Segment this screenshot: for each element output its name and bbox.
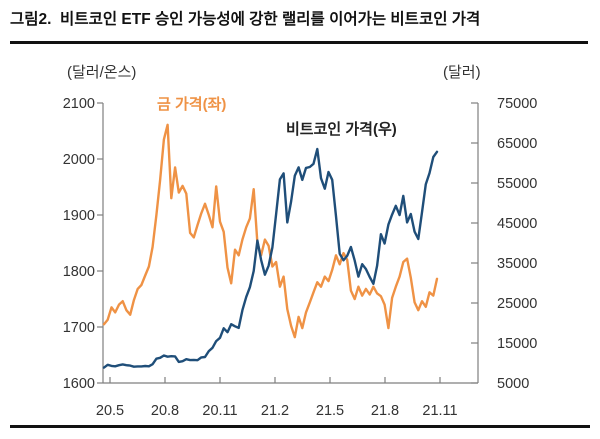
svg-text:75000: 75000 <box>497 96 537 112</box>
svg-text:20.8: 20.8 <box>151 403 179 419</box>
svg-text:45000: 45000 <box>497 216 537 232</box>
svg-text:2000: 2000 <box>63 152 95 168</box>
svg-text:1900: 1900 <box>63 208 95 224</box>
svg-text:35000: 35000 <box>497 256 537 272</box>
left-axis-unit-label: (달러/온스) <box>67 64 137 81</box>
svg-text:21.8: 21.8 <box>371 403 399 419</box>
svg-text:20.11: 20.11 <box>202 403 237 419</box>
svg-text:5000: 5000 <box>497 376 529 392</box>
svg-text:1600: 1600 <box>63 376 95 392</box>
title-divider <box>10 41 588 44</box>
svg-text:1800: 1800 <box>63 264 95 280</box>
svg-text:1700: 1700 <box>63 320 95 336</box>
svg-text:21.5: 21.5 <box>316 403 344 419</box>
svg-text:55000: 55000 <box>497 176 537 192</box>
legend-bitcoin-price: 비트코인 가격(우) <box>286 121 397 138</box>
svg-text:2100: 2100 <box>63 96 95 112</box>
svg-text:20.5: 20.5 <box>96 403 124 419</box>
svg-text:25000: 25000 <box>497 296 537 312</box>
right-axis-unit-label: (달러) <box>443 64 481 81</box>
bottom-divider <box>10 425 590 428</box>
legend-gold-price: 금 가격(좌) <box>157 96 227 113</box>
svg-text:21.11: 21.11 <box>422 403 457 419</box>
svg-text:65000: 65000 <box>497 136 537 152</box>
svg-text:21.2: 21.2 <box>261 403 289 419</box>
figure-title: 그림2. 비트코인 ETF 승인 가능성에 강한 랠리를 이어가는 비트코인 가… <box>10 11 481 28</box>
svg-text:15000: 15000 <box>497 336 537 352</box>
